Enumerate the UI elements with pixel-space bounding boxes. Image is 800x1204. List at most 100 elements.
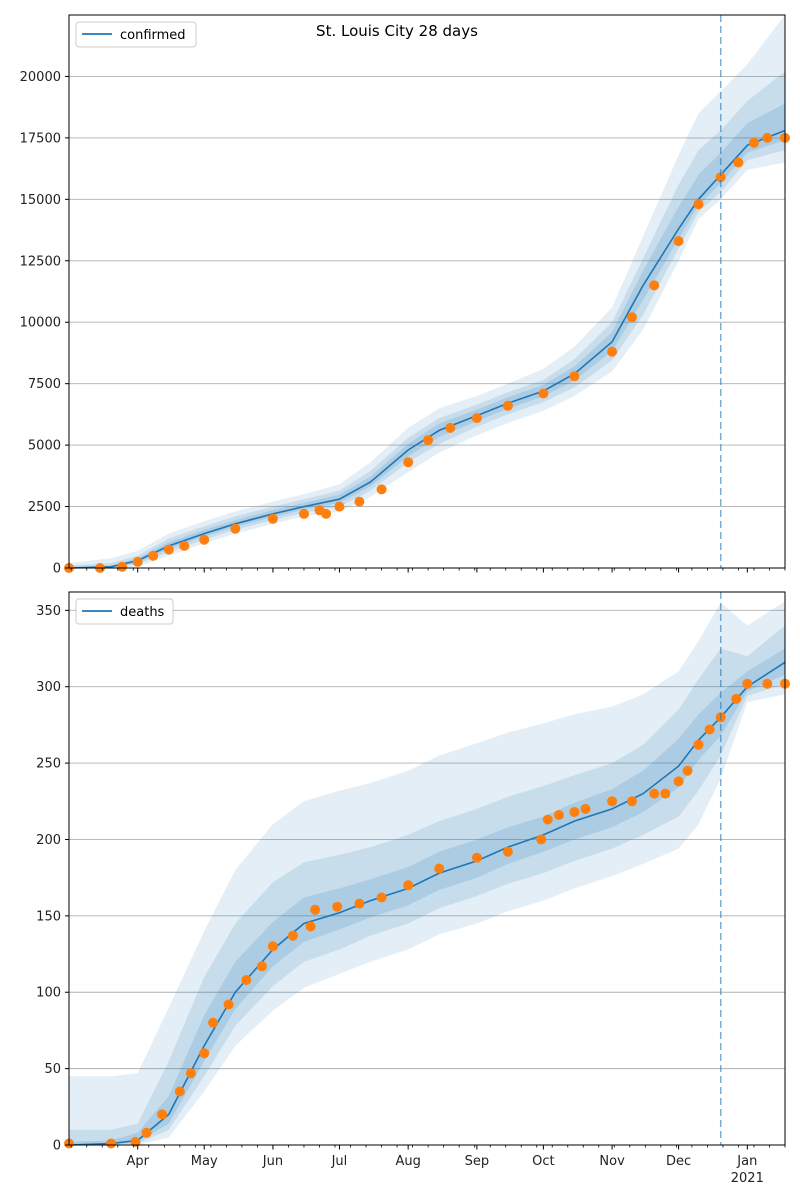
deaths-observed-point bbox=[305, 921, 316, 932]
confirmed-ytick-label: 17500 bbox=[20, 131, 61, 146]
confirmed-legend-label: confirmed bbox=[120, 28, 186, 43]
deaths-observed-point bbox=[580, 803, 591, 814]
confirmed-ytick-label: 15000 bbox=[20, 193, 61, 208]
confirmed-ytick-label: 7500 bbox=[28, 377, 61, 392]
deaths-observed-point bbox=[157, 1109, 168, 1120]
deaths-observed-point bbox=[536, 834, 547, 845]
confirmed-observed-point bbox=[148, 550, 159, 561]
deaths-observed-point bbox=[141, 1127, 152, 1138]
deaths-ytick-label: 100 bbox=[36, 986, 61, 1001]
deaths-xtick-label: Aug bbox=[395, 1154, 420, 1169]
confirmed-ytick-label: 0 bbox=[53, 562, 61, 577]
deaths-plot-layer: 0 50 100 150 200 250 300 350 Apr May Jun Jul Aug Sep O… bbox=[36, 591, 790, 1186]
confirmed-observed-point bbox=[230, 523, 241, 534]
confirmed-observed-point bbox=[569, 371, 580, 382]
deaths-observed-point bbox=[185, 1068, 196, 1079]
deaths-observed-point bbox=[607, 796, 618, 807]
confirmed-band-1 bbox=[69, 15, 785, 568]
confirmed-ytick-label: 5000 bbox=[28, 439, 61, 454]
deaths-xtick-label: Apr bbox=[126, 1154, 149, 1169]
confirmed-ytick-label: 10000 bbox=[20, 316, 61, 331]
confirmed-observed-point bbox=[132, 556, 143, 567]
deaths-observed-point bbox=[199, 1048, 210, 1059]
deaths-xtick-label: Jun bbox=[262, 1154, 283, 1169]
deaths-observed-point bbox=[553, 810, 564, 820]
deaths-xtick-label: Nov bbox=[599, 1154, 625, 1169]
confirmed-observed-point bbox=[749, 137, 759, 148]
deaths-observed-point bbox=[332, 901, 343, 912]
deaths-observed-point bbox=[673, 776, 684, 787]
confirmed-axes-frame bbox=[68, 14, 786, 569]
confirmed-model-line bbox=[68, 129, 786, 569]
deaths-xtick-label: Sep bbox=[465, 1154, 490, 1169]
confirmed-observed-point bbox=[334, 501, 345, 512]
figure-title: St. Louis City 28 days bbox=[316, 22, 478, 40]
deaths-observed-point bbox=[627, 796, 637, 807]
deaths-observed-point bbox=[241, 975, 252, 985]
confirmed-observed-point bbox=[649, 280, 660, 291]
confirmed-observed-point bbox=[403, 457, 414, 468]
deaths-xtick-label: May bbox=[191, 1154, 218, 1169]
confirmed-observed-point bbox=[354, 496, 365, 507]
deaths-observed-point bbox=[742, 678, 753, 689]
confirmed-ytick-label: 2500 bbox=[28, 500, 61, 515]
deaths-year-label: 2021 bbox=[731, 1171, 764, 1186]
deaths-ytick-label: 250 bbox=[36, 757, 61, 772]
deaths-ytick-label: 50 bbox=[44, 1062, 61, 1077]
deaths-ytick-label: 150 bbox=[36, 909, 61, 924]
confirmed-observed-point bbox=[179, 540, 190, 551]
confirmed-observed-point bbox=[607, 346, 618, 357]
confirmed-observed-point bbox=[715, 172, 726, 183]
deaths-xtick-label: Dec bbox=[666, 1154, 691, 1169]
deaths-observed-point bbox=[106, 1138, 117, 1149]
confirmed-observed-point bbox=[538, 388, 549, 399]
confirmed-observed-point bbox=[502, 400, 513, 411]
deaths-xtick-label: Jul bbox=[331, 1154, 348, 1169]
deaths-observed-point bbox=[223, 999, 234, 1010]
confirmed-observed-point bbox=[627, 312, 637, 323]
deaths-observed-point bbox=[693, 739, 704, 750]
deaths-ytick-label: 200 bbox=[36, 833, 61, 848]
confirmed-ytick-label: 12500 bbox=[20, 254, 61, 269]
deaths-band-2 bbox=[69, 625, 785, 1145]
confirmed-ytick-label: 20000 bbox=[20, 70, 61, 85]
deaths-band-1 bbox=[69, 601, 785, 1145]
deaths-xtick-label: Jan bbox=[736, 1154, 757, 1169]
deaths-observed-point bbox=[704, 724, 715, 735]
deaths-observed-point bbox=[471, 852, 482, 863]
confirmed-observed-point bbox=[117, 561, 128, 572]
deaths-observed-point bbox=[310, 904, 321, 915]
deaths-ytick-label: 300 bbox=[36, 680, 61, 695]
confirmed-panel: 0 2500 5000 7500 10000 12500 15000 17500 20000 c… bbox=[20, 14, 790, 577]
confirmed-observed-point bbox=[693, 199, 704, 210]
deaths-observed-point bbox=[130, 1136, 141, 1147]
deaths-observed-point bbox=[174, 1086, 185, 1097]
confirmed-observed-point bbox=[376, 484, 387, 495]
deaths-observed-point bbox=[267, 941, 278, 952]
deaths-observed-point bbox=[376, 892, 387, 903]
deaths-observed-point bbox=[682, 765, 693, 776]
confirmed-band-2 bbox=[69, 71, 785, 568]
confirmed-observed-point bbox=[673, 236, 684, 247]
confirmed-plot-layer: 0 2500 5000 7500 10000 12500 15000 17500 20000 bbox=[20, 14, 790, 577]
confirmed-observed-point bbox=[199, 534, 210, 545]
deaths-xtick-label: Oct bbox=[532, 1154, 554, 1169]
deaths-axes-frame bbox=[68, 591, 786, 1146]
deaths-observed-point bbox=[762, 678, 773, 689]
confirmed-observed-point bbox=[163, 544, 174, 555]
deaths-ytick-label: 0 bbox=[53, 1139, 61, 1154]
deaths-observed-point bbox=[569, 807, 580, 817]
confirmed-observed-point bbox=[299, 508, 309, 519]
deaths-observed-point bbox=[731, 693, 742, 704]
deaths-observed-point bbox=[542, 814, 553, 825]
deaths-observed-point bbox=[403, 880, 414, 891]
confirmed-observed-point bbox=[321, 508, 332, 519]
confirmed-observed-point bbox=[445, 422, 456, 433]
deaths-ytick-label: 350 bbox=[36, 604, 61, 619]
confirmed-legend-box bbox=[75, 21, 197, 48]
deaths-observed-point bbox=[287, 930, 298, 941]
confirmed-observed-point bbox=[471, 413, 482, 424]
deaths-observed-point bbox=[256, 961, 267, 972]
confirmed-observed-point bbox=[762, 132, 773, 143]
